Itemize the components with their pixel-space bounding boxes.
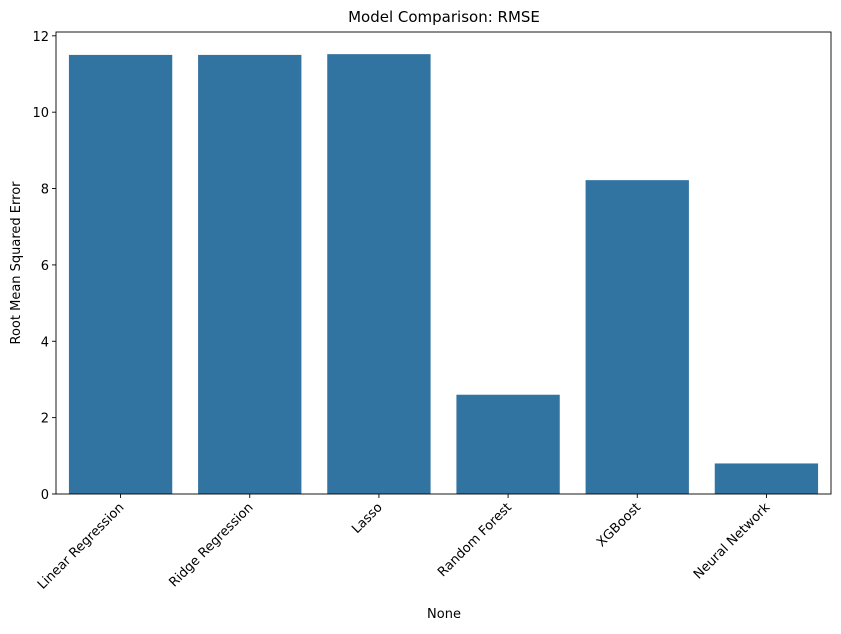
- x-axis-label: None: [427, 607, 461, 622]
- bar-neural-network: [714, 463, 819, 494]
- chart-title: Model Comparison: RMSE: [348, 8, 540, 26]
- y-tick-label: 10: [32, 106, 49, 121]
- bar-ridge-regression: [198, 54, 302, 494]
- bar-xgboost: [585, 180, 689, 494]
- plot-frame: [55, 31, 832, 495]
- bar-lasso: [327, 54, 431, 495]
- bars-group: [68, 54, 819, 495]
- x-tick-label: XGBoost: [594, 500, 644, 550]
- y-axis: 0 2 4 6 8 10 12: [32, 30, 56, 503]
- bar-linear-regression: [68, 54, 173, 494]
- x-tick-label: Linear Regression: [35, 500, 127, 592]
- y-tick-label: 4: [41, 335, 49, 350]
- x-axis: Linear Regression Ridge Regression Lasso Ra…: [35, 494, 774, 593]
- y-axis-label: Root Mean Squared Error: [9, 181, 24, 345]
- x-tick-label: Random Forest: [435, 500, 515, 580]
- x-tick-label: Ridge Regression: [166, 500, 256, 590]
- y-tick-label: 8: [41, 183, 49, 198]
- y-tick-label: 6: [41, 259, 49, 274]
- bar-random-forest: [456, 394, 560, 494]
- x-tick-label: Lasso: [349, 500, 386, 537]
- y-tick-label: 12: [32, 30, 49, 45]
- y-tick-label: 0: [41, 488, 49, 503]
- x-tick-label: Neural Network: [691, 500, 774, 583]
- y-tick-label: 2: [41, 412, 49, 427]
